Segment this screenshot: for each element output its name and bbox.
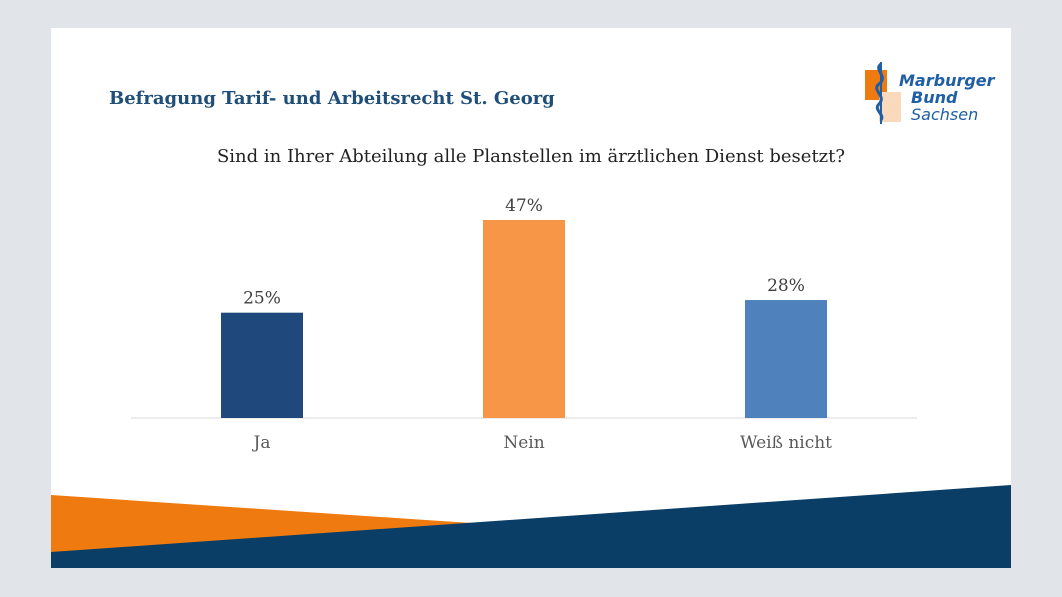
data-label-2: 47% bbox=[505, 196, 543, 216]
logo-line-2: Bund bbox=[911, 88, 958, 107]
footer-decoration bbox=[51, 485, 1011, 568]
x-tick-label-2: Nein bbox=[503, 433, 544, 453]
bar-chart: 25% Ja 47% Nein 28% Weiß nicht bbox=[131, 196, 917, 453]
data-label-1: 25% bbox=[243, 289, 281, 309]
data-label-3: 28% bbox=[767, 276, 805, 296]
marburger-bund-logo: Marburger Bund Sachsen bbox=[859, 58, 999, 130]
footer-orange-wedge bbox=[51, 495, 471, 555]
logo-line-1: Marburger bbox=[899, 71, 995, 90]
logo-line-3: Sachsen bbox=[911, 105, 979, 124]
x-tick-label-1: Ja bbox=[252, 433, 271, 453]
chart-title: Sind in Ihrer Abteilung alle Planstellen… bbox=[216, 146, 846, 167]
bar-2 bbox=[483, 220, 565, 418]
logo-mark-icon bbox=[865, 62, 901, 124]
slide: Befragung Tarif- und Arbeitsrecht St. Ge… bbox=[51, 28, 1011, 568]
footer-navy-wedge bbox=[51, 485, 1011, 568]
x-tick-label-3: Weiß nicht bbox=[740, 433, 832, 453]
bar-1 bbox=[221, 312, 303, 418]
bar-3 bbox=[745, 300, 827, 418]
page-title: Befragung Tarif- und Arbeitsrecht St. Ge… bbox=[109, 88, 555, 109]
